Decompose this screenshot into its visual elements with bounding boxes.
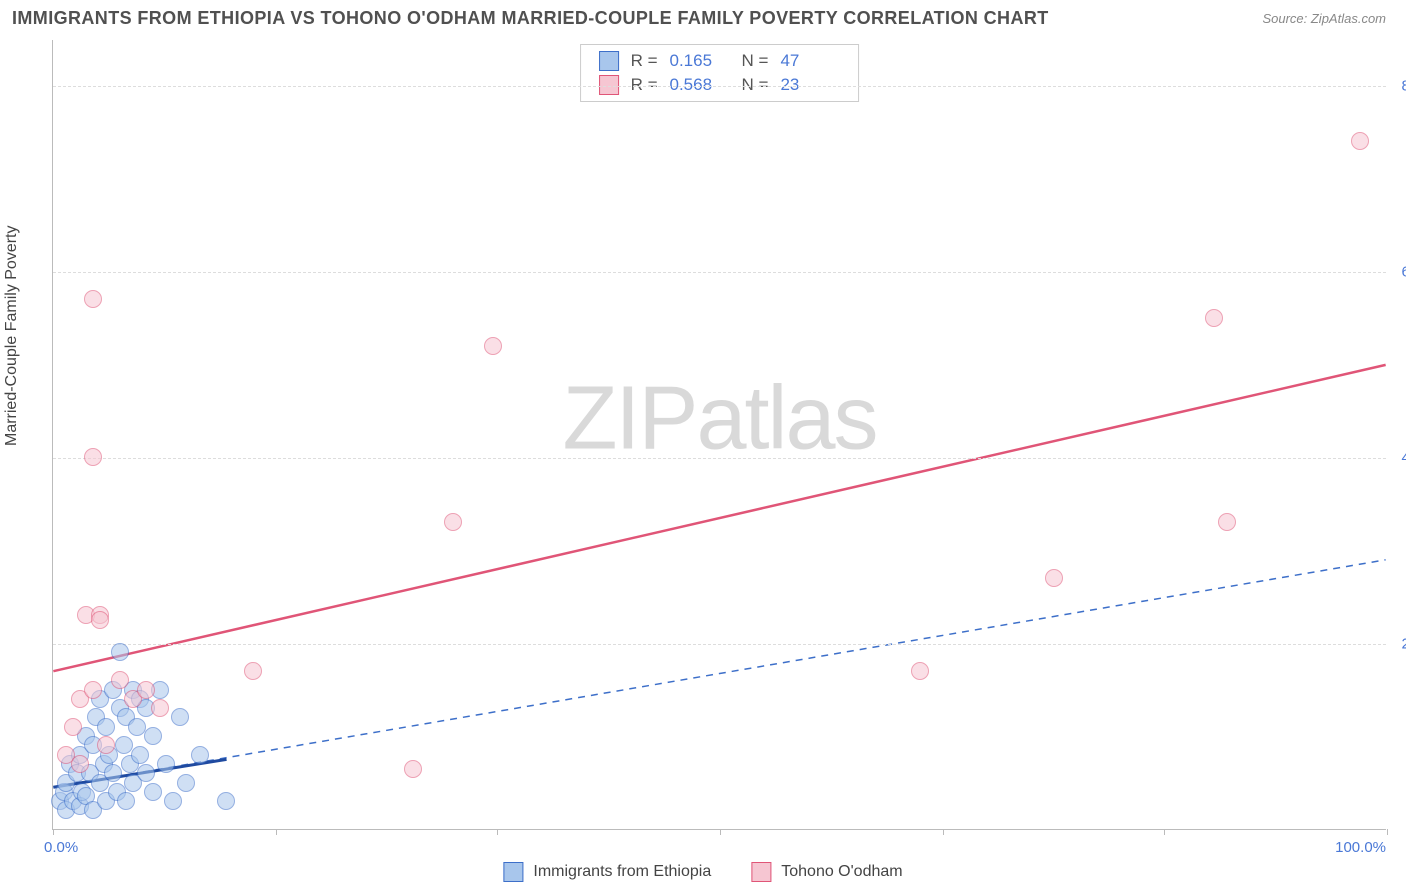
data-point [144, 783, 162, 801]
y-tick-label: 80.0% [1401, 78, 1406, 95]
x-tick [497, 829, 498, 835]
y-axis-title: Married-Couple Family Poverty [3, 225, 21, 446]
data-point [84, 448, 102, 466]
x-tick [1164, 829, 1165, 835]
data-point [191, 746, 209, 764]
data-point [97, 718, 115, 736]
gridline [53, 86, 1386, 87]
data-point [71, 755, 89, 773]
legend-n-label: N = [742, 51, 769, 71]
data-point [911, 662, 929, 680]
data-point [1205, 309, 1223, 327]
legend-item: Tohono O'odham [751, 862, 902, 882]
legend-n-value: 23 [780, 75, 840, 95]
data-point [1218, 513, 1236, 531]
legend-label: Immigrants from Ethiopia [533, 863, 711, 881]
source-attribution: Source: ZipAtlas.com [1262, 11, 1386, 26]
data-point [91, 611, 109, 629]
legend-r-label: R = [631, 75, 658, 95]
legend-r-label: R = [631, 51, 658, 71]
legend-swatch [503, 862, 523, 882]
x-tick [276, 829, 277, 835]
data-point [217, 792, 235, 810]
data-point [1045, 569, 1063, 587]
legend-swatch [599, 51, 619, 71]
legend-r-value: 0.165 [670, 51, 730, 71]
legend-r-value: 0.568 [670, 75, 730, 95]
gridline [53, 458, 1386, 459]
legend-n-value: 47 [780, 51, 840, 71]
data-point [137, 764, 155, 782]
data-point [131, 746, 149, 764]
x-tick [943, 829, 944, 835]
legend-swatch [599, 75, 619, 95]
data-point [64, 718, 82, 736]
legend-swatch [751, 862, 771, 882]
legend-label: Tohono O'odham [781, 863, 902, 881]
legend-n-label: N = [742, 75, 769, 95]
data-point [117, 792, 135, 810]
data-point [444, 513, 462, 531]
data-point [1351, 132, 1369, 150]
x-axis-min-label: 0.0% [44, 839, 78, 856]
watermark: ZIPatlas [562, 367, 876, 470]
data-point [97, 736, 115, 754]
data-point [151, 699, 169, 717]
data-point [164, 792, 182, 810]
data-point [244, 662, 262, 680]
x-tick [720, 829, 721, 835]
y-tick-label: 20.0% [1401, 636, 1406, 653]
legend-correlation: R = 0.165 N = 47 R = 0.568 N = 23 [580, 44, 860, 102]
data-point [144, 727, 162, 745]
data-point [157, 755, 175, 773]
x-tick [53, 829, 54, 835]
gridline [53, 272, 1386, 273]
data-point [137, 681, 155, 699]
x-axis-max-label: 100.0% [1335, 839, 1386, 856]
gridline [53, 644, 1386, 645]
legend-row: R = 0.165 N = 47 [581, 49, 859, 73]
legend-item: Immigrants from Ethiopia [503, 862, 711, 882]
data-point [111, 671, 129, 689]
y-tick-label: 60.0% [1401, 264, 1406, 281]
data-point [84, 681, 102, 699]
chart-title: IMMIGRANTS FROM ETHIOPIA VS TOHONO O'ODH… [12, 8, 1049, 29]
data-point [171, 708, 189, 726]
legend-row: R = 0.568 N = 23 [581, 73, 859, 97]
data-point [484, 337, 502, 355]
data-point [111, 643, 129, 661]
y-tick-label: 40.0% [1401, 450, 1406, 467]
trendlines-layer [53, 40, 1386, 829]
trendline [53, 365, 1385, 671]
data-point [177, 774, 195, 792]
legend-series: Immigrants from Ethiopia Tohono O'odham [503, 862, 902, 882]
data-point [84, 290, 102, 308]
data-point [404, 760, 422, 778]
x-tick [1387, 829, 1388, 835]
scatter-plot: ZIPatlas R =0.165N =47R =0.568N =23 20.0… [52, 40, 1386, 830]
data-point [104, 764, 122, 782]
